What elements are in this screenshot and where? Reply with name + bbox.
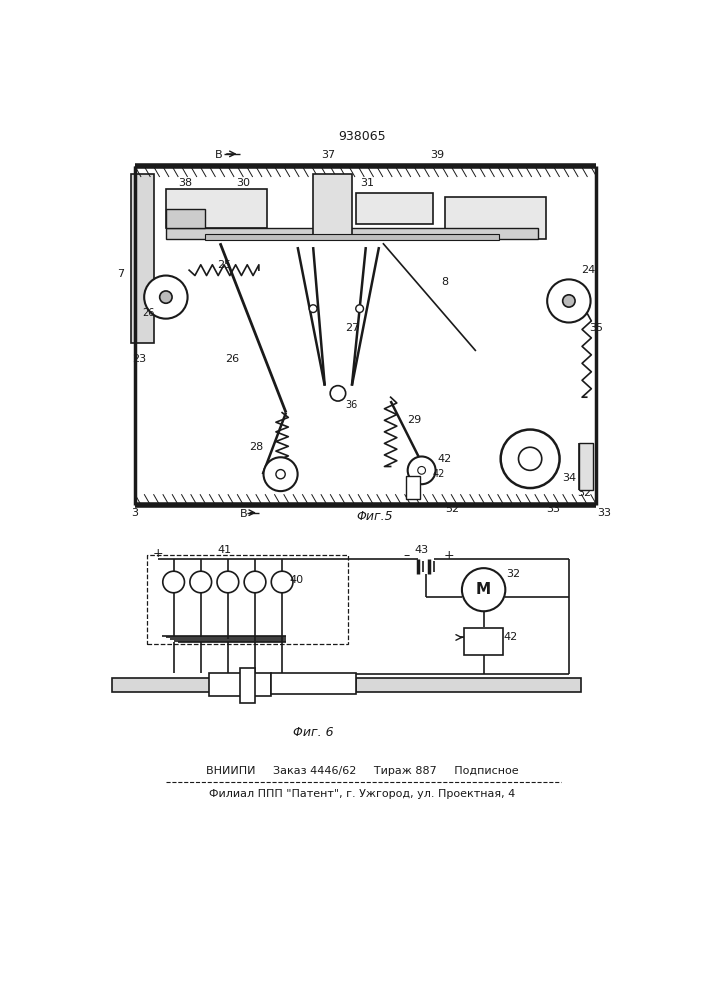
- Text: В: В: [215, 150, 223, 160]
- Circle shape: [356, 305, 363, 312]
- Circle shape: [563, 295, 575, 307]
- Text: 28: 28: [250, 442, 264, 452]
- Circle shape: [217, 571, 239, 593]
- Text: Φиг.5: Φиг.5: [357, 510, 393, 523]
- Text: 42: 42: [438, 454, 452, 464]
- Text: 39: 39: [430, 150, 444, 160]
- Text: 43: 43: [414, 545, 428, 555]
- Circle shape: [190, 571, 211, 593]
- Text: Φиг. 6: Φиг. 6: [293, 726, 334, 739]
- Bar: [406, 476, 420, 499]
- Text: Филиал ППП "Патент", г. Ужгород, ул. Проектная, 4: Филиал ППП "Патент", г. Ужгород, ул. Про…: [209, 789, 515, 799]
- Circle shape: [144, 276, 187, 319]
- Text: 40: 40: [289, 575, 303, 585]
- Bar: [445, 197, 546, 239]
- Bar: [166, 189, 267, 228]
- Circle shape: [160, 291, 172, 303]
- Text: 32: 32: [506, 569, 520, 579]
- Circle shape: [501, 430, 559, 488]
- Bar: [579, 443, 593, 490]
- Bar: [146, 555, 348, 644]
- Circle shape: [309, 305, 317, 312]
- Text: 8: 8: [441, 277, 448, 287]
- Text: 52: 52: [445, 504, 460, 514]
- Text: –: –: [403, 549, 409, 562]
- Text: 3: 3: [131, 508, 138, 518]
- Text: 7: 7: [117, 269, 124, 279]
- Text: M: M: [476, 582, 491, 597]
- Bar: [112, 678, 212, 692]
- Bar: [356, 193, 433, 224]
- Circle shape: [264, 457, 298, 491]
- Text: 26: 26: [225, 354, 239, 364]
- Text: 34: 34: [562, 473, 576, 483]
- Text: 31: 31: [361, 178, 375, 188]
- Text: ВНИИПИ     Заказ 4446/62     Тираж 887     Подписное: ВНИИПИ Заказ 4446/62 Тираж 887 Подписное: [206, 766, 518, 776]
- Circle shape: [462, 568, 506, 611]
- Text: +: +: [153, 547, 163, 560]
- Text: 30: 30: [236, 178, 250, 188]
- Text: 35: 35: [589, 323, 603, 333]
- Bar: [131, 174, 154, 343]
- Text: 23: 23: [132, 354, 146, 364]
- Bar: [209, 673, 271, 696]
- Circle shape: [163, 571, 185, 593]
- Text: +: +: [443, 549, 454, 562]
- Text: 33: 33: [547, 504, 561, 514]
- Bar: [166, 209, 204, 228]
- Circle shape: [276, 470, 285, 479]
- Bar: [356, 678, 580, 692]
- Text: 33: 33: [597, 508, 611, 518]
- Text: 37: 37: [322, 150, 336, 160]
- Text: 29: 29: [407, 415, 421, 425]
- Text: 938065: 938065: [338, 130, 386, 143]
- Text: 41: 41: [217, 545, 231, 555]
- Text: 42: 42: [503, 632, 518, 642]
- Bar: [204, 234, 499, 240]
- Bar: [271, 673, 356, 694]
- Text: 36: 36: [346, 400, 358, 410]
- Bar: [313, 174, 352, 239]
- Circle shape: [408, 456, 436, 484]
- Circle shape: [547, 279, 590, 323]
- Circle shape: [244, 571, 266, 593]
- Text: 32: 32: [578, 488, 592, 498]
- Text: 42: 42: [433, 469, 445, 479]
- Circle shape: [330, 386, 346, 401]
- Bar: [166, 228, 538, 239]
- Text: 38: 38: [178, 178, 192, 188]
- Text: В: В: [240, 509, 247, 519]
- Text: 25: 25: [217, 260, 231, 270]
- Circle shape: [518, 447, 542, 470]
- Bar: [464, 628, 503, 655]
- Circle shape: [418, 466, 426, 474]
- Bar: [240, 668, 255, 703]
- Text: 24: 24: [581, 265, 595, 275]
- Text: 26: 26: [143, 308, 155, 318]
- Text: 27: 27: [345, 323, 359, 333]
- Circle shape: [271, 571, 293, 593]
